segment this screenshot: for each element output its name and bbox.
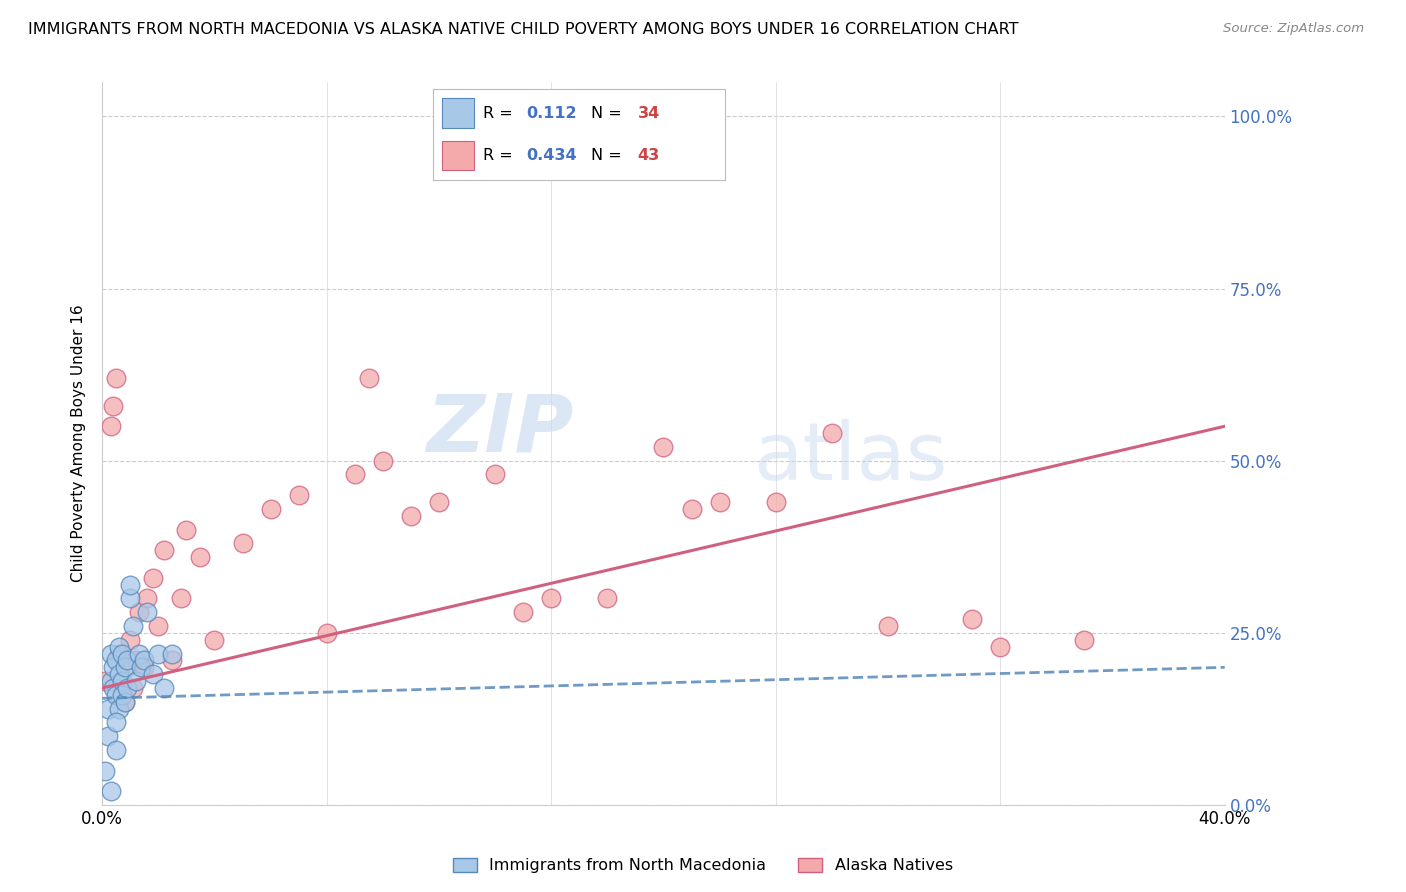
Point — [136, 591, 159, 606]
Point — [540, 591, 562, 606]
Text: atlas: atlas — [754, 419, 948, 497]
Point — [484, 467, 506, 482]
Point — [117, 681, 139, 695]
Point — [162, 647, 184, 661]
Point — [114, 695, 136, 709]
Point — [97, 701, 120, 715]
Point — [97, 729, 120, 743]
Point — [103, 660, 125, 674]
Point — [125, 653, 148, 667]
Point — [103, 681, 125, 695]
Legend: Immigrants from North Macedonia, Alaska Natives: Immigrants from North Macedonia, Alaska … — [446, 851, 960, 880]
Point — [709, 495, 731, 509]
Point — [153, 543, 176, 558]
Point — [111, 674, 134, 689]
Point — [162, 653, 184, 667]
Point — [94, 674, 117, 689]
Point — [131, 660, 153, 674]
Point — [108, 701, 131, 715]
Point — [136, 605, 159, 619]
Text: Source: ZipAtlas.com: Source: ZipAtlas.com — [1223, 22, 1364, 36]
Point — [988, 640, 1011, 654]
Point — [231, 536, 253, 550]
Point — [108, 647, 131, 661]
Point — [105, 688, 128, 702]
Point — [681, 502, 703, 516]
Point — [652, 440, 675, 454]
Point — [128, 605, 150, 619]
Point — [108, 640, 131, 654]
Point — [122, 681, 145, 695]
Point — [134, 660, 156, 674]
Point — [100, 674, 122, 689]
Point — [148, 619, 170, 633]
Point — [821, 426, 844, 441]
Point — [371, 453, 394, 467]
Point — [512, 605, 534, 619]
Point — [122, 619, 145, 633]
Point — [103, 399, 125, 413]
Point — [765, 495, 787, 509]
Point — [100, 647, 122, 661]
Point — [117, 653, 139, 667]
Point — [108, 667, 131, 681]
Point — [125, 674, 148, 689]
Point — [100, 419, 122, 434]
Point — [100, 784, 122, 798]
Point — [357, 371, 380, 385]
Point — [117, 660, 139, 674]
Point — [287, 488, 309, 502]
Point — [105, 371, 128, 385]
Point — [142, 571, 165, 585]
Text: ZIP: ZIP — [426, 390, 574, 468]
Point — [427, 495, 450, 509]
Point — [94, 764, 117, 778]
Point — [142, 667, 165, 681]
Point — [105, 653, 128, 667]
Point — [128, 647, 150, 661]
Point — [120, 577, 142, 591]
Point — [343, 467, 366, 482]
Point — [1073, 632, 1095, 647]
Point — [153, 681, 176, 695]
Point — [114, 695, 136, 709]
Point — [315, 626, 337, 640]
Point — [176, 523, 198, 537]
Point — [111, 688, 134, 702]
Text: IMMIGRANTS FROM NORTH MACEDONIA VS ALASKA NATIVE CHILD POVERTY AMONG BOYS UNDER : IMMIGRANTS FROM NORTH MACEDONIA VS ALASK… — [28, 22, 1018, 37]
Point — [148, 647, 170, 661]
Y-axis label: Child Poverty Among Boys Under 16: Child Poverty Among Boys Under 16 — [72, 305, 86, 582]
Point — [105, 715, 128, 730]
Point — [114, 660, 136, 674]
Point — [204, 632, 226, 647]
Point — [120, 591, 142, 606]
Point — [259, 502, 281, 516]
Point — [120, 632, 142, 647]
Point — [105, 743, 128, 757]
Point — [399, 508, 422, 523]
Point — [134, 653, 156, 667]
Point — [170, 591, 193, 606]
Point — [877, 619, 900, 633]
Point — [960, 612, 983, 626]
Point — [190, 550, 212, 565]
Point — [596, 591, 619, 606]
Point — [111, 647, 134, 661]
